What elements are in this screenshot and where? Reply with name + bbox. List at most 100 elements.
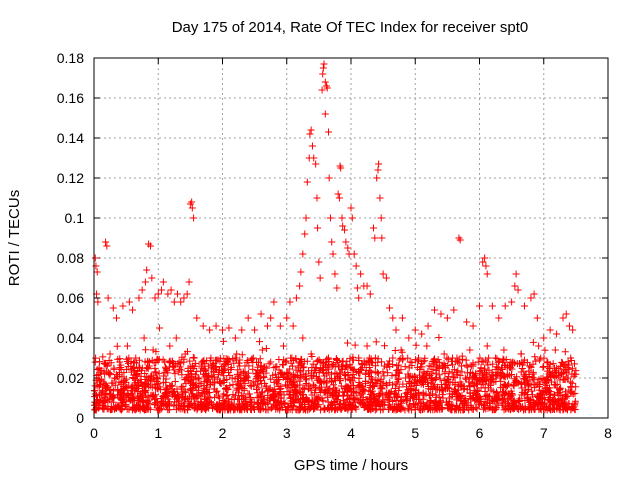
data-point	[421, 354, 429, 362]
data-point	[118, 387, 126, 395]
data-point	[321, 388, 329, 396]
x-axis-label: GPS time / hours	[294, 457, 408, 474]
data-point	[481, 398, 489, 406]
data-point	[570, 360, 578, 368]
data-point	[96, 398, 104, 406]
data-point	[346, 361, 354, 369]
data-point	[154, 356, 162, 364]
data-point	[152, 399, 160, 407]
data-point	[312, 397, 320, 405]
data-point	[306, 130, 314, 138]
data-point	[332, 356, 340, 364]
data-point	[550, 391, 558, 399]
data-point	[326, 214, 334, 222]
data-point	[127, 390, 135, 398]
data-point	[240, 405, 248, 413]
data-point	[294, 362, 302, 370]
data-point	[135, 356, 143, 364]
data-point	[254, 366, 262, 374]
data-point	[454, 367, 462, 375]
data-point	[401, 363, 409, 371]
data-point	[198, 405, 206, 413]
data-point	[365, 364, 373, 372]
data-point	[358, 360, 366, 368]
data-point	[483, 270, 491, 278]
data-point	[211, 378, 219, 386]
data-point	[381, 398, 389, 406]
data-point	[551, 373, 559, 381]
data-point	[393, 378, 401, 386]
data-point	[145, 400, 153, 408]
data-point	[241, 397, 249, 405]
data-point	[533, 400, 541, 408]
data-point	[275, 398, 283, 406]
data-point	[458, 362, 466, 370]
data-point	[128, 405, 136, 413]
data-point	[280, 342, 288, 350]
data-point	[235, 406, 243, 414]
data-point	[376, 382, 384, 390]
data-point	[321, 110, 329, 118]
data-point	[384, 369, 392, 377]
data-point	[109, 387, 117, 395]
data-point	[187, 368, 195, 376]
data-point	[479, 378, 487, 386]
data-point	[204, 362, 212, 370]
data-point	[355, 294, 363, 302]
data-point	[272, 363, 280, 371]
data-point	[312, 160, 320, 168]
data-point	[371, 406, 379, 414]
data-point	[275, 366, 283, 374]
data-point	[358, 400, 366, 408]
data-point	[529, 338, 537, 346]
data-point	[262, 382, 270, 390]
data-point	[569, 390, 577, 398]
data-point	[380, 372, 388, 380]
data-point	[319, 397, 327, 405]
y-tick-label: 0.02	[57, 370, 84, 386]
data-point	[391, 346, 399, 354]
data-point	[466, 346, 474, 354]
data-point	[415, 395, 423, 403]
data-point	[228, 396, 236, 404]
data-point	[505, 405, 513, 413]
data-point	[344, 339, 352, 347]
data-point	[350, 374, 358, 382]
data-point	[292, 294, 300, 302]
data-point	[257, 310, 265, 318]
data-point	[461, 397, 469, 405]
data-point	[489, 360, 497, 368]
data-point	[100, 404, 108, 412]
data-point	[131, 406, 139, 414]
data-point	[284, 374, 292, 382]
data-point	[174, 390, 182, 398]
data-point	[275, 391, 283, 399]
data-point	[511, 359, 519, 367]
data-point	[363, 342, 371, 350]
data-point	[336, 377, 344, 385]
data-point	[540, 334, 548, 342]
data-point	[123, 355, 131, 363]
data-point	[497, 384, 505, 392]
data-point	[345, 400, 353, 408]
data-point	[270, 298, 278, 306]
data-point	[509, 381, 517, 389]
data-point	[206, 326, 214, 334]
data-point	[365, 354, 373, 362]
data-point	[547, 401, 555, 409]
y-axis-label: ROTI / TECUs	[6, 190, 23, 286]
data-point	[335, 194, 343, 202]
data-point	[201, 367, 209, 375]
data-point	[372, 338, 380, 346]
data-point	[461, 374, 469, 382]
data-point	[369, 224, 377, 232]
data-point	[245, 390, 253, 398]
data-point	[540, 406, 548, 414]
data-point	[246, 381, 254, 389]
data-point	[127, 366, 135, 374]
data-point	[204, 389, 212, 397]
data-point	[191, 405, 199, 413]
data-point	[470, 382, 478, 390]
data-point	[249, 358, 257, 366]
data-point	[483, 342, 491, 350]
